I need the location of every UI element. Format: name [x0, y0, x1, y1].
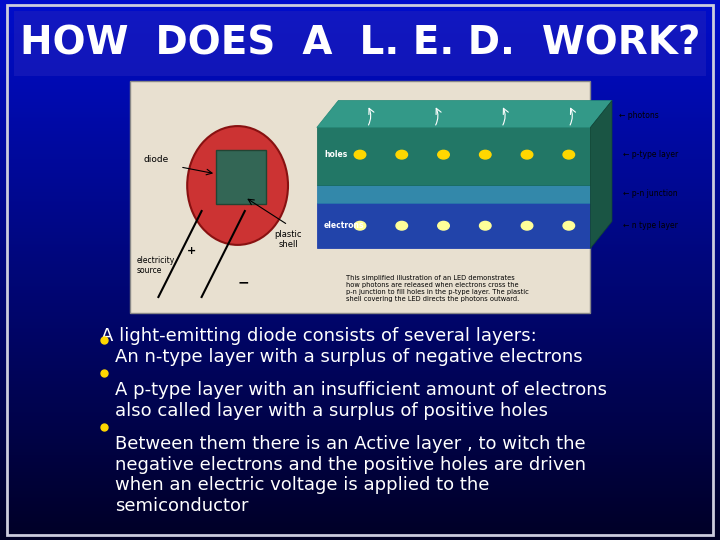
Circle shape: [521, 150, 533, 159]
Text: Between them there is an Active layer , to witch the
negative electrons and the : Between them there is an Active layer , …: [115, 435, 586, 515]
FancyBboxPatch shape: [130, 81, 590, 313]
Text: A p-type layer with an insufficient amount of electrons
also called layer with a: A p-type layer with an insufficient amou…: [115, 381, 607, 420]
Circle shape: [438, 150, 449, 159]
Circle shape: [480, 150, 491, 159]
Circle shape: [563, 221, 575, 230]
Text: ← n type layer: ← n type layer: [623, 221, 678, 230]
Circle shape: [354, 150, 366, 159]
FancyBboxPatch shape: [317, 127, 590, 185]
Circle shape: [354, 221, 366, 230]
Text: ← p-type layer: ← p-type layer: [623, 150, 678, 159]
Circle shape: [521, 221, 533, 230]
Text: diode: diode: [144, 156, 169, 164]
FancyBboxPatch shape: [317, 185, 590, 203]
Text: holes: holes: [324, 150, 347, 159]
Text: plastic
shell: plastic shell: [274, 230, 302, 249]
FancyBboxPatch shape: [317, 203, 590, 248]
Text: ← photons: ← photons: [619, 111, 659, 120]
Text: A light-emitting diode consists of several layers:: A light-emitting diode consists of sever…: [101, 327, 536, 345]
Circle shape: [480, 221, 491, 230]
Text: An n-type layer with a surplus of negative electrons: An n-type layer with a surplus of negati…: [115, 348, 582, 366]
Text: This simplified illustration of an LED demonstrates
how photons are released whe: This simplified illustration of an LED d…: [346, 275, 528, 302]
Polygon shape: [317, 100, 612, 127]
Circle shape: [438, 221, 449, 230]
Text: ← p-n junction: ← p-n junction: [623, 190, 678, 199]
Text: −: −: [238, 275, 249, 289]
Text: HOW  DOES  A  L. E. D.  WORK?: HOW DOES A L. E. D. WORK?: [20, 24, 700, 62]
FancyBboxPatch shape: [216, 150, 266, 204]
Circle shape: [396, 150, 408, 159]
FancyBboxPatch shape: [14, 11, 706, 76]
Circle shape: [396, 221, 408, 230]
Circle shape: [563, 150, 575, 159]
Polygon shape: [590, 100, 612, 248]
Text: electrons: electrons: [324, 221, 364, 230]
Text: electricity
source: electricity source: [137, 256, 175, 275]
Text: +: +: [187, 246, 197, 256]
Ellipse shape: [187, 126, 288, 245]
